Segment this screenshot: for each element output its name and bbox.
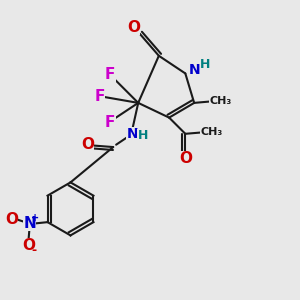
Text: N: N <box>188 64 200 77</box>
Text: O: O <box>5 212 18 227</box>
Text: O: O <box>179 151 192 166</box>
Text: F: F <box>95 89 105 104</box>
Text: N: N <box>127 127 138 141</box>
Text: O: O <box>22 238 35 253</box>
Text: F: F <box>105 115 116 130</box>
Text: CH₃: CH₃ <box>209 96 232 106</box>
Text: CH₃: CH₃ <box>200 127 222 137</box>
Text: F: F <box>105 68 116 82</box>
Text: -: - <box>31 244 36 257</box>
Text: +: + <box>31 213 39 223</box>
Text: O: O <box>127 20 140 35</box>
Text: H: H <box>200 58 211 70</box>
Text: O: O <box>81 137 94 152</box>
Text: H: H <box>137 129 148 142</box>
Text: N: N <box>23 216 36 231</box>
